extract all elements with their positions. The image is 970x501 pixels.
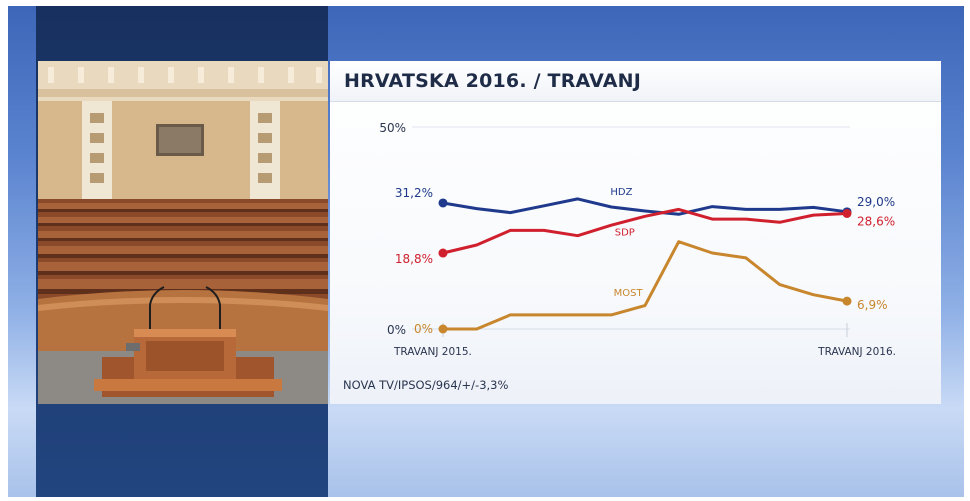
hdz-series-name-label: HDZ — [610, 187, 632, 198]
series-line-hdz — [441, 197, 849, 216]
most-point-6 — [644, 304, 646, 307]
title-bar: HRVATSKA 2016. / TRAVANJ — [330, 61, 941, 102]
most-point-3 — [543, 314, 545, 316]
chart-panel: HRVATSKA 2016. / TRAVANJ 50% 0% TRAVANJ … — [330, 61, 941, 404]
most-point-2 — [509, 314, 512, 316]
sdp-point-12 — [842, 208, 852, 218]
hdz-point-6 — [644, 210, 646, 212]
most-point-8 — [711, 252, 714, 254]
sdp-point-3 — [543, 229, 545, 232]
sdp-start-value-label: 18,8% — [395, 252, 433, 266]
sdp-point-0 — [438, 248, 448, 258]
hdz-end-value-label: 29,0% — [857, 195, 895, 209]
hdz-point-3 — [543, 204, 545, 207]
sdp-point-8 — [711, 218, 714, 220]
y-tick-label-bottom: 0% — [387, 323, 406, 337]
series-layer: 31,2% 29,0% HDZ 18,8% 28,6% SDP 0% 6,9% MOST — [395, 186, 895, 336]
x-label-end: TRAVANJ 2016. — [817, 346, 896, 358]
most-point-7 — [677, 240, 680, 243]
sdp-point-7 — [677, 208, 680, 211]
most-end-value-label: 6,9% — [857, 298, 888, 312]
sdp-point-6 — [644, 215, 646, 218]
hdz-start-value-label: 31,2% — [395, 186, 433, 200]
series-most: 0% 6,9% MOST — [414, 240, 888, 336]
series-sdp: 18,8% 28,6% SDP — [395, 207, 895, 266]
source-note: NOVA TV/IPSOS/964/+/-3,3% — [343, 378, 509, 392]
sdp-end-value-label: 28,6% — [857, 214, 895, 228]
most-point-1 — [475, 328, 478, 330]
hdz-point-7 — [677, 213, 680, 216]
sdp-point-11 — [812, 214, 815, 216]
sdp-point-10 — [778, 221, 781, 224]
series-hdz: 31,2% 29,0% HDZ — [395, 186, 895, 217]
sdp-point-4 — [576, 234, 579, 237]
y-tick-label-top: 50% — [379, 121, 406, 135]
most-point-4 — [576, 314, 579, 316]
hdz-point-5 — [610, 206, 613, 208]
hdz-point-9 — [745, 208, 747, 211]
sdp-point-1 — [475, 244, 478, 246]
hdz-point-10 — [778, 208, 781, 211]
hdz-point-1 — [475, 207, 478, 210]
hdz-point-8 — [711, 205, 714, 208]
chart-title: HRVATSKA 2016. / TRAVANJ — [344, 70, 642, 92]
most-point-0 — [438, 324, 448, 334]
sdp-point-2 — [509, 229, 512, 232]
hdz-point-11 — [812, 206, 815, 209]
most-series-name-label: MOST — [614, 288, 644, 299]
hdz-point-0 — [438, 198, 448, 208]
hdz-point-4 — [576, 198, 579, 200]
x-label-start: TRAVANJ 2015. — [393, 346, 472, 358]
most-point-12 — [842, 296, 852, 306]
most-point-11 — [812, 293, 815, 296]
most-point-5 — [610, 314, 613, 316]
series-line-most — [441, 240, 849, 331]
most-point-10 — [778, 283, 781, 286]
parliament-photo — [38, 61, 328, 404]
sdp-point-5 — [610, 224, 613, 226]
broadcast-background: HRVATSKA 2016. / TRAVANJ 50% 0% TRAVANJ … — [8, 6, 964, 497]
most-start-value-label: 0% — [414, 322, 433, 336]
hdz-point-2 — [509, 211, 512, 214]
sdp-series-name-label: SDP — [615, 228, 635, 239]
sdp-point-9 — [745, 218, 747, 220]
line-chart: 50% 0% TRAVANJ 2015. TRAVANJ 2016. 31,2%… — [379, 121, 896, 358]
most-point-9 — [745, 257, 747, 259]
